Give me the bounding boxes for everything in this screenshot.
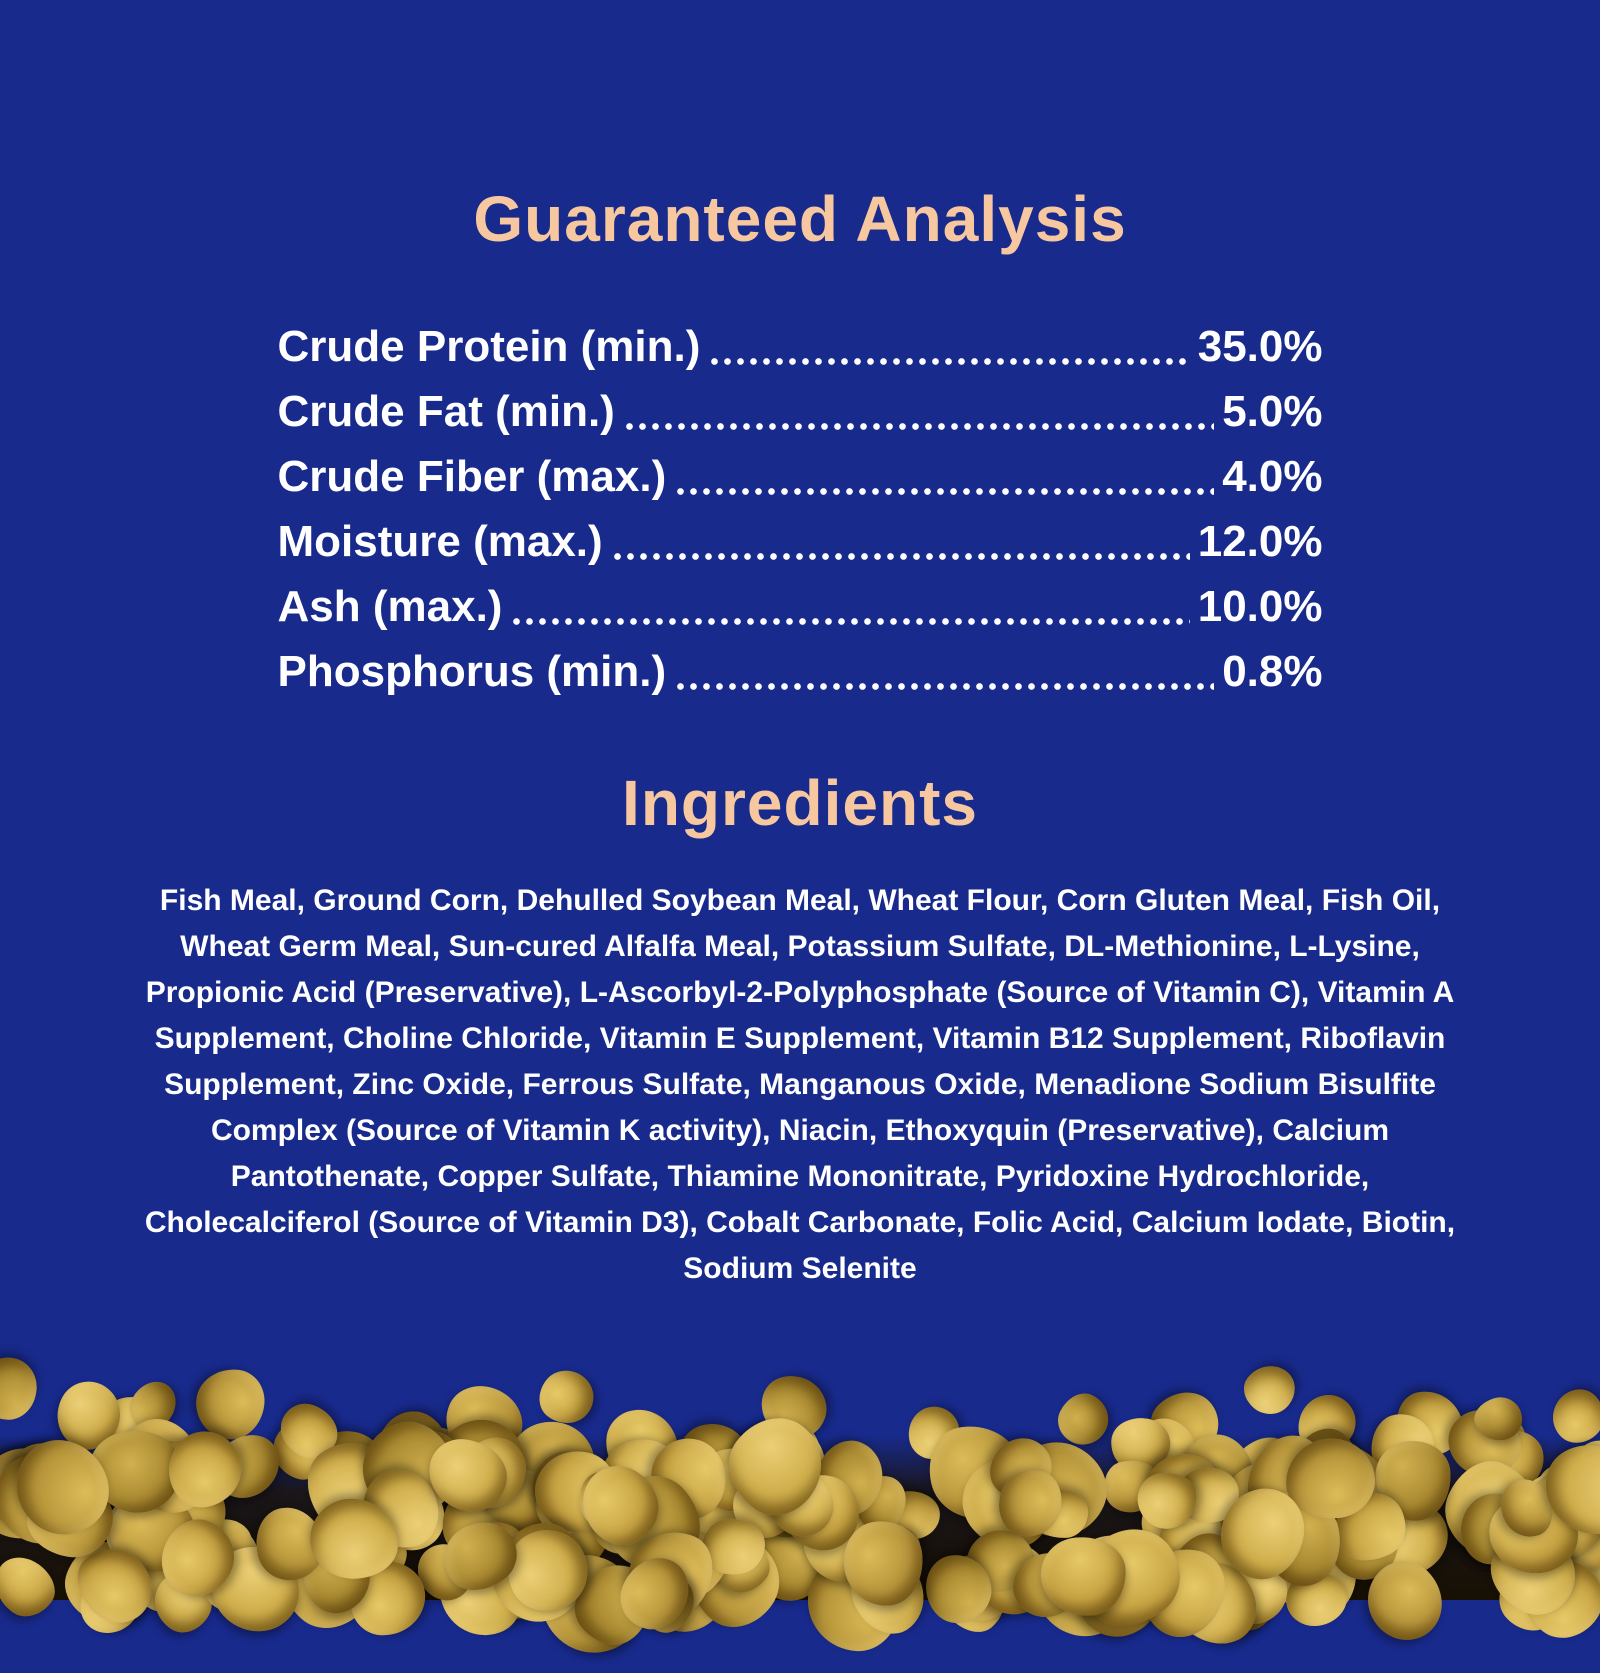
dot-leader: [622, 379, 1215, 444]
dot-leader: [510, 574, 1190, 639]
analysis-row-ash: Ash (max.) 10.0%: [278, 574, 1323, 639]
analysis-label: Crude Fat (min.): [277, 387, 615, 436]
guaranteed-analysis-list: Crude Protein (min.) 35.0% Crude Fat (mi…: [278, 314, 1323, 704]
analysis-row-crude-fiber: Crude Fiber (max.) 4.0%: [278, 444, 1323, 509]
analysis-label: Ash (max.): [277, 582, 503, 631]
guaranteed-analysis-title: Guaranteed Analysis: [473, 183, 1127, 255]
pellet: [0, 1355, 39, 1422]
analysis-value: 5.0%: [1222, 387, 1323, 436]
analysis-label: Crude Fiber (max.): [277, 452, 667, 501]
analysis-row-moisture: Moisture (max.) 12.0%: [278, 509, 1323, 574]
analysis-value: 35.0%: [1197, 322, 1323, 371]
pellets-photo: [0, 1350, 1600, 1673]
analysis-row-phosphorus: Phosphorus (min.) 0.8%: [278, 639, 1323, 704]
ingredients-text: Fish Meal, Ground Corn, Dehulled Soybean…: [144, 884, 1456, 1285]
dot-leader: [674, 444, 1215, 509]
pellet: [1234, 1355, 1304, 1425]
ingredients-title: Ingredients: [622, 767, 978, 839]
analysis-value: 0.8%: [1222, 647, 1323, 696]
analysis-value: 12.0%: [1197, 517, 1323, 566]
label-content: Guaranteed Analysis Crude Protein (min.)…: [144, 183, 1456, 1285]
dot-leader: [674, 639, 1215, 704]
dot-leader: [708, 314, 1190, 379]
analysis-label: Crude Protein (min.): [277, 322, 701, 371]
product-label-page: { "colors": { "background": "#182a8c", "…: [0, 183, 1600, 1673]
dot-leader: [610, 509, 1190, 574]
analysis-label: Phosphorus (min.): [277, 647, 667, 696]
analysis-value: 4.0%: [1222, 452, 1323, 501]
analysis-row-crude-protein: Crude Protein (min.) 35.0%: [278, 314, 1323, 379]
analysis-row-crude-fat: Crude Fat (min.) 5.0%: [278, 379, 1323, 444]
analysis-value: 10.0%: [1197, 582, 1323, 631]
analysis-label: Moisture (max.): [277, 517, 603, 566]
